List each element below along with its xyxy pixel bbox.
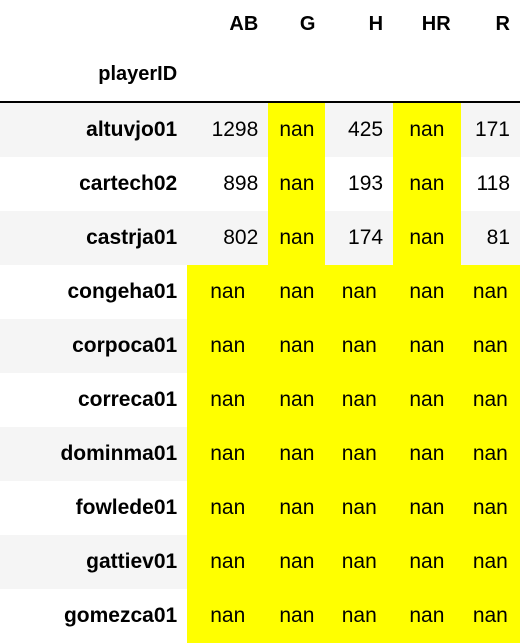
cell-hr: nan xyxy=(393,319,461,373)
table-row: correca01 nan nan nan nan nan xyxy=(0,373,520,427)
column-header-hr: HR xyxy=(421,12,451,35)
table-row: dominma01 nan nan nan nan nan xyxy=(0,427,520,481)
table-row: cartech02 898 nan 193 nan 118 xyxy=(0,157,520,211)
cell-ab: 898 xyxy=(187,157,269,211)
cell-hr: nan xyxy=(393,535,461,589)
cell-hr: nan xyxy=(393,102,461,157)
table-body: altuvjo01 1298 nan 425 nan 171 cartech02 898 nan… xyxy=(0,102,520,643)
table-row: congeha01 nan nan nan nan nan xyxy=(0,265,520,319)
cell-h: nan xyxy=(325,481,394,535)
table-row: corpoca01 nan nan nan nan nan xyxy=(0,319,520,373)
cell-g: nan xyxy=(268,102,326,157)
cell-hr: nan xyxy=(393,481,461,535)
cell-r: 118 xyxy=(460,157,520,211)
index-name-spacer xyxy=(460,48,520,103)
cell-g: nan xyxy=(268,427,326,481)
cell-hr: nan xyxy=(393,211,461,265)
cell-ab: nan xyxy=(187,481,269,535)
cell-r: 171 xyxy=(460,102,520,157)
cell-h: 174 xyxy=(325,211,394,265)
row-index-label: altuvjo01 xyxy=(0,102,188,157)
cell-ab: nan xyxy=(187,319,269,373)
cell-hr: nan xyxy=(393,589,461,643)
cell-g: nan xyxy=(268,319,326,373)
row-index-label: cartech02 xyxy=(0,157,188,211)
index-name-spacer xyxy=(325,48,394,103)
cell-r: 81 xyxy=(460,211,520,265)
table-row: altuvjo01 1298 nan 425 nan 171 xyxy=(0,102,520,157)
table-row: castrja01 802 nan 174 nan 81 xyxy=(0,211,520,265)
index-header-blank xyxy=(0,0,187,48)
column-header-ab: AB xyxy=(229,12,259,35)
column-header-g: G xyxy=(299,12,316,35)
row-index-label: corpoca01 xyxy=(0,319,188,373)
table-header: AB G H HR R playerID xyxy=(0,0,520,103)
cell-r: nan xyxy=(460,535,520,589)
column-header-h: H xyxy=(368,12,384,35)
cell-r: nan xyxy=(460,589,520,643)
cell-g: nan xyxy=(268,157,326,211)
cell-r: nan xyxy=(460,427,520,481)
index-name-header: playerID xyxy=(0,48,188,103)
cell-h: nan xyxy=(325,319,394,373)
cell-r: nan xyxy=(460,373,520,427)
row-index-label: castrja01 xyxy=(0,211,188,265)
cell-hr: nan xyxy=(393,373,461,427)
cell-g: nan xyxy=(268,373,326,427)
cell-g: nan xyxy=(268,265,326,319)
cell-h: nan xyxy=(325,265,394,319)
row-index-label: fowlede01 xyxy=(0,481,188,535)
cell-ab: 1298 xyxy=(187,102,269,157)
cell-hr: nan xyxy=(393,427,461,481)
cell-g: nan xyxy=(268,481,326,535)
cell-ab: nan xyxy=(187,265,269,319)
cell-ab: nan xyxy=(187,427,269,481)
index-name-spacer xyxy=(187,48,269,103)
row-index-label: dominma01 xyxy=(0,427,188,481)
cell-g: nan xyxy=(268,211,326,265)
cell-ab: nan xyxy=(187,535,269,589)
cell-g: nan xyxy=(268,589,326,643)
cell-h: nan xyxy=(325,589,394,643)
cell-hr: nan xyxy=(393,265,461,319)
cell-h: nan xyxy=(325,373,394,427)
cell-h: nan xyxy=(325,535,394,589)
cell-r: nan xyxy=(460,319,520,373)
cell-ab: nan xyxy=(187,589,269,643)
index-name-spacer xyxy=(393,48,461,103)
row-index-label: congeha01 xyxy=(0,265,188,319)
cell-g: nan xyxy=(268,535,326,589)
table-row: gomezca01 nan nan nan nan nan xyxy=(0,589,520,643)
column-header-r: R xyxy=(495,12,510,35)
cell-ab: nan xyxy=(187,373,269,427)
cell-ab: 802 xyxy=(187,211,269,265)
cell-r: nan xyxy=(460,481,520,535)
row-index-label: gomezca01 xyxy=(0,589,188,643)
cell-h: 425 xyxy=(325,102,394,157)
index-name-row: playerID xyxy=(0,48,520,103)
cell-h: nan xyxy=(325,427,394,481)
table-row: gattiev01 nan nan nan nan nan xyxy=(0,535,520,589)
table-row: fowlede01 nan nan nan nan nan xyxy=(0,481,520,535)
cell-h: 193 xyxy=(325,157,394,211)
row-index-label: correca01 xyxy=(0,373,188,427)
row-index-label: gattiev01 xyxy=(0,535,188,589)
column-header-row: AB G H HR R xyxy=(0,0,520,48)
cell-r: nan xyxy=(460,265,520,319)
cell-hr: nan xyxy=(393,157,461,211)
index-name-spacer xyxy=(268,48,326,103)
